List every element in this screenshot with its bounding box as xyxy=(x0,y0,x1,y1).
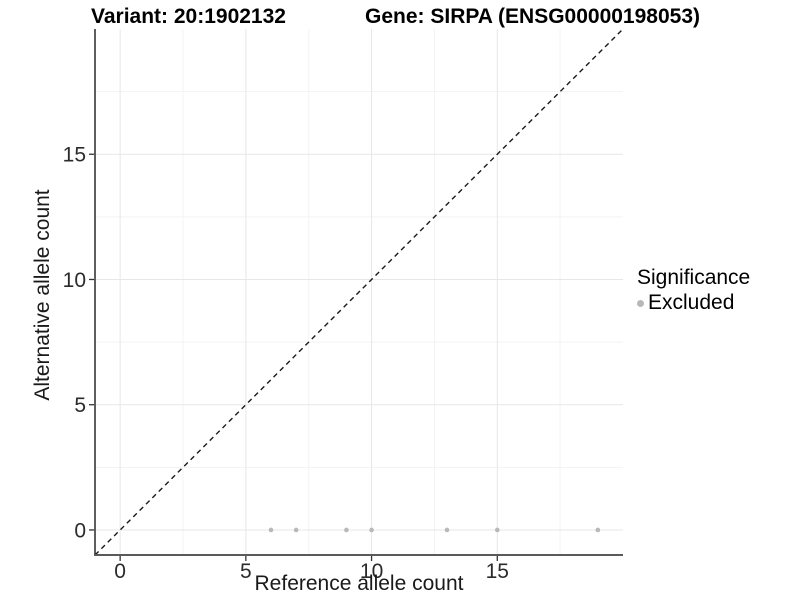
legend: Significance Excluded xyxy=(637,266,750,315)
data-point xyxy=(444,527,450,533)
y-tick-label: 0 xyxy=(74,519,86,542)
y-tick-label: 10 xyxy=(63,269,86,292)
x-tick-label: 5 xyxy=(240,560,252,583)
x-tick-label: 10 xyxy=(360,560,383,583)
y-tick-label: 15 xyxy=(63,144,86,167)
data-point xyxy=(494,527,500,533)
data-point xyxy=(344,527,349,533)
variant-title: Variant: 20:1902132 xyxy=(91,5,286,28)
legend-item-excluded: Excluded xyxy=(637,291,750,315)
data-point xyxy=(293,527,299,533)
identity-dashed-line xyxy=(94,28,624,556)
excluded-point-icon xyxy=(637,299,644,307)
gene-title: Gene: SIRPA (ENSG00000198053) xyxy=(365,5,700,28)
data-point xyxy=(595,527,601,533)
legend-item-label: Excluded xyxy=(648,291,735,314)
x-tick-label: 15 xyxy=(486,560,509,583)
y-tick-label: 5 xyxy=(74,394,86,417)
data-point xyxy=(268,527,274,533)
x-axis-title: Reference allele count xyxy=(254,572,464,595)
y-axis-title: Alternative allele count xyxy=(31,189,54,401)
legend-title: Significance xyxy=(637,266,751,289)
x-tick-label: 0 xyxy=(114,560,126,583)
data-point xyxy=(369,527,374,533)
